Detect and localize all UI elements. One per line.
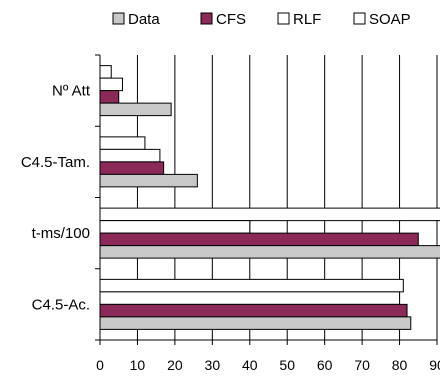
- legend-label-data: Data: [128, 11, 160, 28]
- legend-swatch-soap: [353, 12, 366, 25]
- bar-rlf-3: [99, 291, 401, 305]
- bar-rlf-0: [99, 77, 123, 92]
- bar-data-0: [99, 102, 172, 117]
- bars: [99, 65, 440, 330]
- bar-soap-3: [99, 278, 404, 293]
- grid-lines: [136, 55, 438, 340]
- x-tick-label-60: 60: [317, 357, 333, 373]
- legend-swatch-cfs: [200, 12, 213, 25]
- x-tick-label-30: 30: [205, 357, 221, 373]
- bar-cfs-1: [99, 161, 165, 175]
- category-label-2: t-ms/100: [32, 225, 90, 242]
- bar-cfs-2: [99, 232, 419, 247]
- x-tick-label-0: 0: [96, 357, 104, 373]
- legend: Data CFS RLF SOAP: [112, 11, 411, 28]
- legend-label-soap: SOAP: [369, 11, 411, 28]
- legend-swatch-data: [112, 12, 125, 25]
- legend-label-rlf: RLF: [293, 11, 321, 28]
- axes: [95, 54, 438, 345]
- x-tick-label-80: 80: [392, 357, 408, 373]
- x-tick-labels: 0 10 20 30 40 50 60 70 80 90: [96, 357, 440, 373]
- bar-data-3: [99, 316, 412, 330]
- category-labels: Nº Att C4.5-Tam. t-ms/100 C4.5-Ac.: [21, 83, 91, 314]
- x-tick-label-10: 10: [130, 357, 146, 373]
- legend-swatch-rlf: [277, 12, 290, 25]
- bar-soap-1: [99, 136, 146, 150]
- x-tick-label-20: 20: [167, 357, 183, 373]
- bar-rlf-1: [99, 148, 161, 163]
- bar-data-1: [99, 173, 198, 188]
- bar-cfs-0: [99, 90, 120, 104]
- category-label-3: C4.5-Ac.: [32, 296, 90, 313]
- category-label-1: C4.5-Tam.: [21, 154, 90, 171]
- bar-soap-2: [99, 207, 440, 222]
- bar-data-2: [99, 245, 440, 259]
- bar-cfs-3: [99, 303, 408, 318]
- x-tick-label-90: 90: [429, 357, 440, 373]
- bar-soap-0: [99, 65, 112, 79]
- x-tick-label-50: 50: [279, 357, 295, 373]
- legend-label-cfs: CFS: [216, 11, 246, 28]
- bar-rlf-2: [99, 220, 251, 234]
- x-tick-label-70: 70: [354, 357, 370, 373]
- x-tick-label-40: 40: [242, 357, 258, 373]
- category-label-0: Nº Att: [52, 83, 91, 100]
